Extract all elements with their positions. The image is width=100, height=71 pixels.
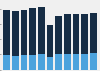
Bar — [55, 16, 62, 54]
Bar — [12, 11, 18, 56]
Bar — [47, 58, 53, 70]
Bar — [12, 56, 18, 70]
Bar — [55, 54, 62, 70]
Bar — [3, 11, 10, 55]
Bar — [90, 53, 97, 70]
Bar — [73, 14, 79, 54]
Bar — [38, 7, 45, 54]
Bar — [90, 13, 97, 53]
Bar — [38, 54, 45, 70]
Bar — [64, 13, 71, 54]
Bar — [73, 54, 79, 70]
Bar — [82, 54, 88, 70]
Bar — [21, 55, 27, 70]
Bar — [3, 55, 10, 70]
Bar — [47, 25, 53, 58]
Bar — [82, 13, 88, 54]
Bar — [29, 8, 36, 55]
Bar — [29, 55, 36, 70]
Bar — [21, 10, 27, 55]
Bar — [64, 54, 71, 70]
